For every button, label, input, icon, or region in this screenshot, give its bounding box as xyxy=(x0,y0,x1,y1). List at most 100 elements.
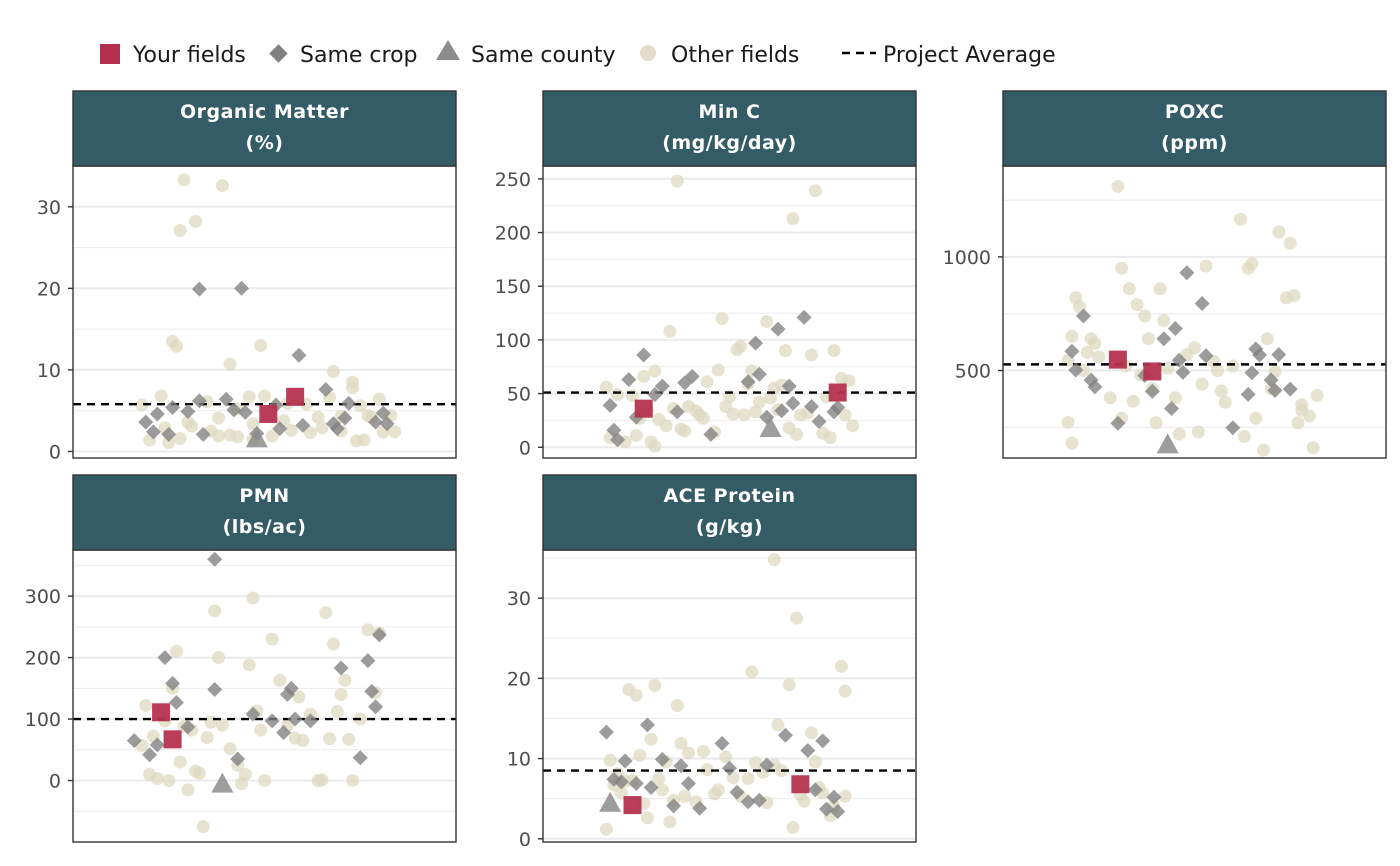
other-field-point xyxy=(790,611,804,625)
same-crop-point xyxy=(180,719,196,735)
same-crop-point xyxy=(272,421,288,437)
y-tick-label: 10 xyxy=(37,360,61,382)
other-field-point xyxy=(181,783,195,797)
panel-poxc: 500 1000 POXC (ppm) xyxy=(930,90,1400,462)
other-field-point xyxy=(629,428,643,442)
other-field-point xyxy=(192,766,206,780)
same-crop-point xyxy=(807,782,823,798)
other-field-point xyxy=(315,421,329,435)
same-crop-point xyxy=(364,683,380,699)
strip-unit: (ppm) xyxy=(1161,132,1228,154)
legend-your-fields-swatch xyxy=(100,44,120,64)
same-crop-point xyxy=(636,347,652,363)
same-crop-point xyxy=(830,400,846,416)
same-crop-point xyxy=(218,391,234,407)
other-field-point xyxy=(648,679,662,693)
same-crop-point xyxy=(1194,295,1210,311)
same-crop-point xyxy=(1282,381,1298,397)
same-crop-point xyxy=(379,416,395,432)
other-field-point xyxy=(372,392,386,406)
other-field-point xyxy=(838,789,852,803)
other-field-point xyxy=(629,688,643,702)
your-field-point xyxy=(259,404,278,423)
strip-header xyxy=(72,90,457,167)
other-field-point xyxy=(640,811,654,825)
legend-same-crop-label: Same crop xyxy=(300,43,418,68)
other-field-point xyxy=(208,604,222,618)
y-tick-label: 50 xyxy=(507,384,531,406)
other-field-point xyxy=(726,407,740,421)
other-field-point xyxy=(334,687,348,701)
other-field-point xyxy=(1214,384,1228,398)
same-crop-point xyxy=(748,335,764,351)
other-field-point xyxy=(603,753,617,767)
other-field-point xyxy=(611,388,625,402)
other-field-point xyxy=(1260,332,1274,346)
y-tick-label: 30 xyxy=(37,197,61,219)
same-crop-point xyxy=(287,711,303,727)
other-field-point xyxy=(1130,298,1144,312)
other-field-point xyxy=(674,736,688,750)
other-field-point xyxy=(1245,257,1259,271)
same-crop-point xyxy=(1110,415,1126,431)
other-field-point xyxy=(1256,443,1270,457)
same-crop-point xyxy=(669,404,685,420)
your-field-point xyxy=(634,399,653,418)
same-crop-point xyxy=(138,414,154,430)
your-field-point xyxy=(791,775,810,794)
same-crop-point xyxy=(804,398,820,414)
other-field-point xyxy=(700,375,714,389)
other-field-point xyxy=(1149,416,1163,430)
other-field-point xyxy=(786,821,800,835)
other-field-point xyxy=(1153,282,1167,296)
other-field-point xyxy=(173,755,187,769)
other-field-point xyxy=(189,214,203,228)
other-field-point xyxy=(648,439,662,453)
other-field-point xyxy=(659,419,673,433)
other-field-point xyxy=(633,748,647,762)
other-field-point xyxy=(1199,259,1213,273)
y-tick-label: 500 xyxy=(955,361,991,383)
other-field-point xyxy=(1310,389,1324,403)
same-crop-point xyxy=(1075,308,1091,324)
other-field-point xyxy=(719,750,733,764)
other-field-point xyxy=(1168,391,1182,405)
other-field-point xyxy=(670,699,684,713)
other-field-point xyxy=(223,357,237,371)
other-field-point xyxy=(1287,289,1301,303)
other-field-point xyxy=(215,179,229,193)
same-county-point xyxy=(211,772,234,793)
other-field-point xyxy=(258,774,271,788)
other-field-point xyxy=(648,364,662,378)
same-crop-point xyxy=(781,378,797,394)
same-crop-point xyxy=(234,280,250,296)
y-tick-label: 100 xyxy=(495,330,531,352)
your-field-point xyxy=(828,383,847,402)
same-crop-point xyxy=(264,713,280,729)
other-field-point xyxy=(284,423,298,437)
strip-header xyxy=(72,474,457,551)
other-field-point xyxy=(838,408,852,422)
other-field-point xyxy=(353,399,367,413)
same-crop-point xyxy=(329,421,345,437)
other-field-point xyxy=(1142,332,1156,346)
other-field-point xyxy=(760,315,774,329)
same-crop-point xyxy=(643,779,659,795)
other-field-point xyxy=(790,427,804,441)
same-crop-point xyxy=(149,737,165,753)
same-crop-point xyxy=(703,426,719,442)
other-field-point xyxy=(1191,425,1205,439)
plot-area xyxy=(73,550,456,842)
same-crop-point xyxy=(237,404,253,420)
legend-your-fields-label: Your fields xyxy=(132,43,246,68)
same-county-point xyxy=(245,427,268,448)
other-field-point xyxy=(242,390,256,404)
other-field-point xyxy=(678,789,692,803)
your-field-point xyxy=(163,730,182,749)
same-crop-point xyxy=(283,680,299,696)
legend-svg: Your fields Same crop Same county Other … xyxy=(100,40,1056,68)
same-crop-point xyxy=(654,378,670,394)
other-field-point xyxy=(273,673,287,687)
same-crop-point xyxy=(371,627,387,643)
same-crop-point xyxy=(818,801,834,817)
